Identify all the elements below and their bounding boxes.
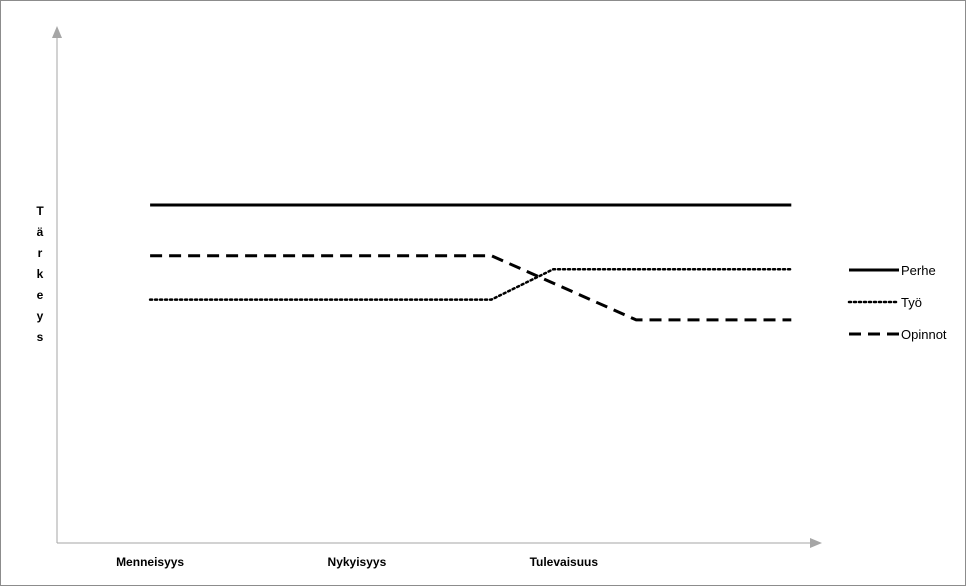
y-label-letter: T [36,204,44,218]
y-label-letter: ä [37,225,44,239]
x-tick-label-2: Tulevaisuus [530,555,599,569]
x-tick-label-1: Nykyisyys [328,555,387,569]
series-layer [148,203,793,322]
legend: Perhe Työ Opinnot [847,263,947,342]
y-axis-arrow [52,26,62,38]
series-line-työ [148,267,793,301]
legend-label-työ: Työ [901,295,922,310]
x-axis-arrow [810,538,822,548]
legend-label-perhe: Perhe [901,263,936,278]
y-label-letter: k [37,267,44,281]
x-tick-labels: Menneisyys Nykyisyys Tulevaisuus [116,555,598,569]
y-label-letter: y [37,309,44,323]
series-line-opinnot [150,254,792,322]
legend-label-opinnot: Opinnot [901,327,947,342]
y-label-letter: e [37,288,44,302]
y-label-letter: s [37,330,44,344]
x-tick-label-0: Menneisyys [116,555,184,569]
y-label-letter: r [38,246,43,260]
axes [52,26,822,548]
